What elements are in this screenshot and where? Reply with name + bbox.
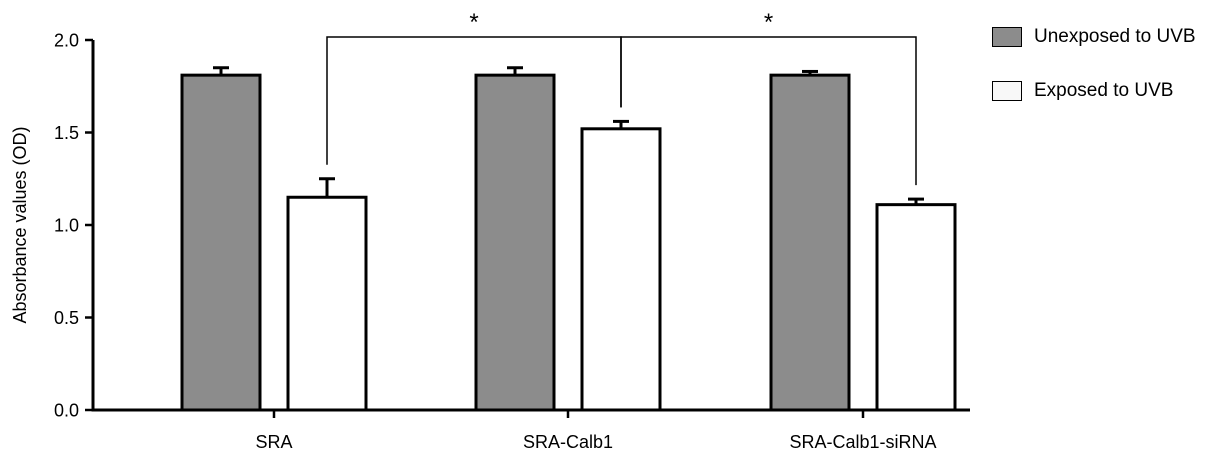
x-tick-label-0: SRA bbox=[255, 432, 292, 452]
bar-exposed-2 bbox=[875, 203, 957, 412]
legend-swatch-unexposed bbox=[992, 27, 1022, 47]
axes-layer: 0.0 0.5 1.0 1.5 2.0 SRA SRA-Calb1 SRA-Calb1-siR… bbox=[54, 31, 970, 452]
legend-item-unexposed: Unexposed to UVB bbox=[992, 24, 1196, 50]
bar-exposed-1 bbox=[580, 127, 662, 412]
x-tick-label-1: SRA-Calb1 bbox=[523, 432, 613, 452]
y-tick-label-0: 0.0 bbox=[54, 401, 79, 421]
x-tick-label-2: SRA-Calb1-siRNA bbox=[789, 432, 936, 452]
y-tick-label-1: 0.5 bbox=[54, 308, 79, 328]
y-tick-label-3: 1.5 bbox=[54, 123, 79, 143]
legend: Unexposed to UVB Exposed to UVB bbox=[992, 24, 1196, 132]
bar-exposed-0 bbox=[286, 195, 368, 412]
bars-layer bbox=[180, 73, 957, 412]
significance-star-1: * bbox=[764, 9, 773, 36]
legend-swatch-exposed bbox=[992, 81, 1022, 101]
bar-unexposed-2 bbox=[769, 73, 851, 412]
significance-star-0: * bbox=[469, 9, 478, 36]
significance-bracket-1 bbox=[620, 36, 917, 186]
bar-unexposed-0 bbox=[180, 73, 262, 412]
y-tick-label-4: 2.0 bbox=[54, 31, 79, 51]
significance-layer: * * bbox=[326, 9, 917, 186]
significance-bracket-0 bbox=[326, 36, 622, 165]
error-bars-layer bbox=[213, 66, 924, 205]
bar-unexposed-1 bbox=[474, 73, 556, 412]
y-tick-label-2: 1.0 bbox=[54, 216, 79, 236]
legend-label-unexposed: Unexposed to UVB bbox=[1034, 26, 1196, 47]
y-axis-label: Absorbance values (OD) bbox=[10, 126, 30, 323]
legend-label-exposed: Exposed to UVB bbox=[1034, 80, 1174, 101]
legend-item-exposed: Exposed to UVB bbox=[992, 78, 1196, 104]
